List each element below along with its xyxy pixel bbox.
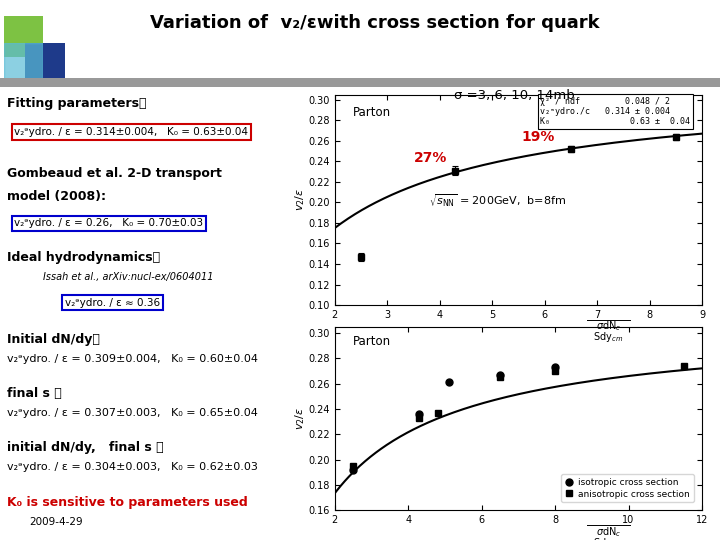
Text: v₂ᵊydro. / ε = 0.26,   K₀ = 0.70±0.03: v₂ᵊydro. / ε = 0.26, K₀ = 0.70±0.03 [14, 218, 204, 228]
Y-axis label: $v_2/\varepsilon$: $v_2/\varepsilon$ [293, 188, 307, 211]
Text: 27%: 27% [413, 151, 447, 165]
Text: v₂ᵊydro. / ε ≈ 0.36: v₂ᵊydro. / ε ≈ 0.36 [65, 298, 160, 308]
anisotropic cross section [496, 374, 505, 381]
Text: model (2008):: model (2008): [7, 190, 107, 203]
isotropic cross section [415, 411, 423, 417]
Text: final s ：: final s ： [7, 387, 62, 400]
isotropic cross section [551, 364, 559, 370]
Text: v₂ᵊydro. / ε = 0.314±0.004,   K₀ = 0.63±0.04: v₂ᵊydro. / ε = 0.314±0.004, K₀ = 0.63±0.… [14, 127, 248, 137]
anisotropic cross section [349, 463, 358, 469]
Text: 2009-4-29: 2009-4-29 [29, 517, 82, 528]
Text: $\sigma$dN$_c$: $\sigma$dN$_c$ [595, 525, 621, 539]
Text: K₀ is sensitive to parameters used: K₀ is sensitive to parameters used [7, 496, 248, 509]
Line: isotropic cross section: isotropic cross section [350, 364, 559, 473]
Text: Parton: Parton [354, 105, 391, 119]
anisotropic cross section [551, 368, 559, 374]
Text: Initial dN/dy：: Initial dN/dy： [7, 333, 100, 346]
Y-axis label: $v_2/\varepsilon$: $v_2/\varepsilon$ [293, 407, 307, 430]
Line: anisotropic cross section: anisotropic cross section [350, 362, 687, 469]
Text: $\sqrt{s_{\rm NN}}$ = 200GeV,  b=8fm: $\sqrt{s_{\rm NN}}$ = 200GeV, b=8fm [429, 193, 567, 209]
Text: σ =3, 6, 10, 14mb: σ =3, 6, 10, 14mb [454, 89, 575, 102]
Text: v₂ᵊydro. / ε = 0.304±0.003,   K₀ = 0.62±0.03: v₂ᵊydro. / ε = 0.304±0.003, K₀ = 0.62±0.… [7, 462, 258, 472]
anisotropic cross section [433, 409, 442, 416]
Text: initial dN/dy,   final s ：: initial dN/dy, final s ： [7, 441, 164, 454]
isotropic cross section [496, 372, 505, 378]
Text: v₂ᵊydro. / ε = 0.307±0.003,   K₀ = 0.65±0.04: v₂ᵊydro. / ε = 0.307±0.003, K₀ = 0.65±0.… [7, 408, 258, 418]
Text: $\sigma$dN$_c$: $\sigma$dN$_c$ [595, 320, 621, 334]
Text: 19%: 19% [521, 130, 554, 144]
Text: Parton: Parton [354, 335, 391, 348]
Text: Fitting parameters：: Fitting parameters： [7, 97, 147, 110]
isotropic cross section [444, 379, 453, 386]
anisotropic cross section [680, 363, 688, 369]
Text: Sdy$_{cm}$: Sdy$_{cm}$ [593, 536, 624, 540]
Text: Sdy$_{cm}$: Sdy$_{cm}$ [593, 330, 624, 345]
Legend: isotropic cross section, anisotropic cross section: isotropic cross section, anisotropic cro… [562, 474, 694, 502]
isotropic cross section [349, 467, 358, 473]
Text: v₂ᵊydro. / ε = 0.309±0.004,   K₀ = 0.60±0.04: v₂ᵊydro. / ε = 0.309±0.004, K₀ = 0.60±0.… [7, 354, 258, 364]
anisotropic cross section [415, 415, 423, 421]
Text: χ² / ndf         0.048 / 2
v₂ᵊydro./c   0.314 ± 0.004
K₀                0.63 ±  : χ² / ndf 0.048 / 2 v₂ᵊydro./c 0.314 ± 0.… [541, 97, 690, 126]
Text: Ideal hydrodynamics：: Ideal hydrodynamics： [7, 251, 161, 264]
Text: Gombeaud et al. 2-D transport: Gombeaud et al. 2-D transport [7, 167, 222, 180]
Text: Variation of  v₂/εwith cross section for quark: Variation of v₂/εwith cross section for … [150, 14, 599, 31]
Text: Issah et al., arXiv:nucl-ex/0604011: Issah et al., arXiv:nucl-ex/0604011 [43, 272, 214, 282]
